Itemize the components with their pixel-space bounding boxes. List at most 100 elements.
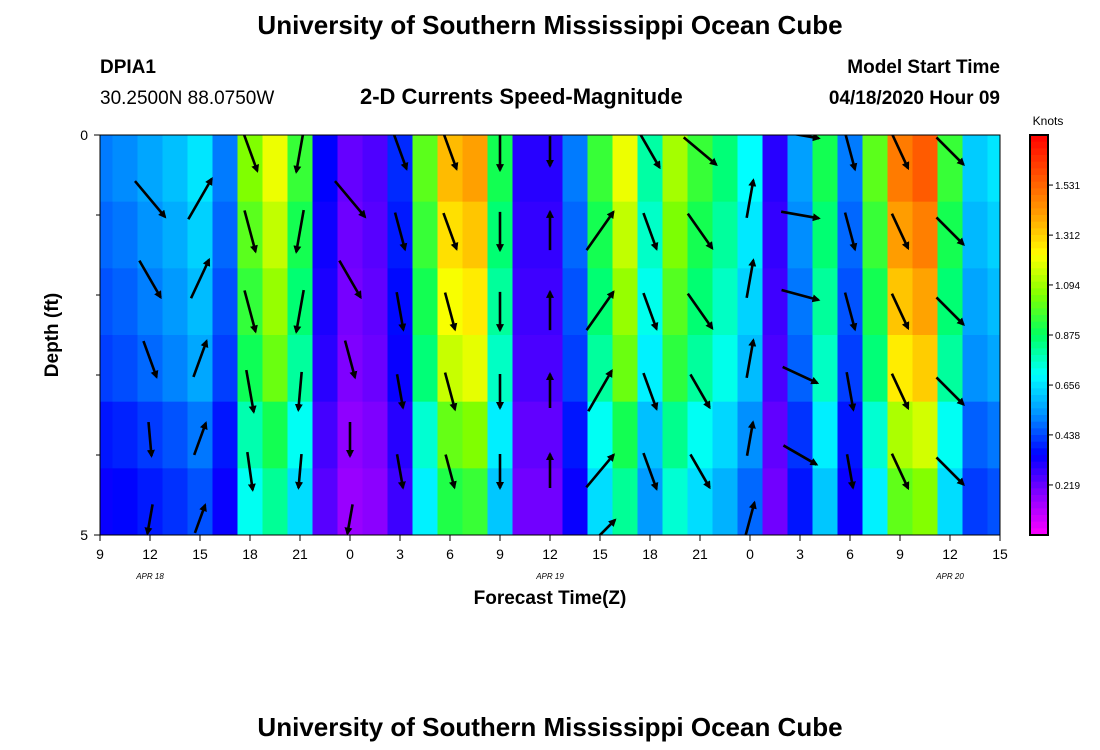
current-vector-arrow xyxy=(443,292,458,332)
current-vector-arrow xyxy=(395,454,406,490)
colorbar-segment xyxy=(1030,495,1048,503)
current-vector-arrow xyxy=(242,135,259,173)
station-id: DPIA1 xyxy=(100,57,156,78)
heatmap-cell xyxy=(112,268,139,336)
current-vector-arrow xyxy=(395,374,406,410)
heatmap-cell xyxy=(100,135,114,203)
y-axis: 05 xyxy=(80,127,100,543)
heatmap-cell xyxy=(862,268,889,336)
heatmap-cell xyxy=(762,401,789,469)
heatmap-cell xyxy=(112,468,139,535)
heatmap-cell xyxy=(637,401,664,469)
current-vector-arrow xyxy=(935,296,965,326)
current-vector-arrow xyxy=(293,289,305,334)
current-vector-arrow xyxy=(845,454,856,490)
current-vector-arrow xyxy=(295,453,304,490)
heatmap-cell xyxy=(312,135,339,203)
x-tick-label: 12 xyxy=(142,546,158,562)
heatmap-cell xyxy=(412,268,439,336)
heatmap-cell xyxy=(100,401,114,469)
current-vector-arrow xyxy=(444,454,457,490)
heatmap-cell xyxy=(162,201,189,269)
heatmap-cell xyxy=(337,135,364,203)
heatmap-cell xyxy=(962,268,989,336)
colorbar-tick-label: 1.312 xyxy=(1055,231,1080,242)
colorbar-segment xyxy=(1030,208,1048,216)
heatmap-cell xyxy=(837,268,864,336)
x-tick-label: 9 xyxy=(896,546,904,562)
colorbar-segment xyxy=(1030,135,1048,143)
heatmap-cell xyxy=(312,268,339,336)
colorbar-segment xyxy=(1030,488,1048,496)
heatmap-cell xyxy=(262,335,289,403)
current-vector-arrow xyxy=(689,453,711,490)
colorbar-tick-label: 0.438 xyxy=(1055,431,1080,442)
heatmap-cell xyxy=(862,335,889,403)
current-vector-arrow xyxy=(333,180,367,219)
heatmap-cell xyxy=(362,135,389,203)
heatmap-cell xyxy=(737,335,764,403)
heatmap-cell xyxy=(462,335,489,403)
x-tick-label: 9 xyxy=(496,546,504,562)
colorbar-segment xyxy=(1030,221,1048,229)
chart-subtitle: 2-D Currents Speed-Magnitude xyxy=(360,84,683,109)
heatmap-cell xyxy=(312,401,339,469)
heatmap-cell xyxy=(962,135,989,203)
current-vector-arrow xyxy=(344,504,354,535)
current-vector-arrow xyxy=(780,210,821,222)
heatmap-cell xyxy=(812,468,839,535)
heatmap-cell xyxy=(512,401,539,469)
heatmap-cell xyxy=(887,468,914,535)
heatmap-cell xyxy=(637,468,664,535)
heatmap-cell xyxy=(237,401,264,469)
heatmap-cell xyxy=(612,468,639,535)
x-tick-label: 3 xyxy=(396,546,404,562)
heatmap-cell xyxy=(562,335,589,403)
colorbar-segment xyxy=(1030,181,1048,189)
current-vector-arrow xyxy=(343,340,358,380)
heatmap-cell xyxy=(687,468,714,535)
colorbar-segment xyxy=(1030,281,1048,289)
heatmap-cell xyxy=(762,468,789,535)
heatmap-cell xyxy=(437,268,464,336)
heatmap-cell xyxy=(337,468,364,535)
colorbar-segment xyxy=(1030,401,1048,409)
colorbar-segment xyxy=(1030,428,1048,436)
current-vector-arrow xyxy=(642,452,659,491)
station-coordinates: 30.2500N 88.0750W xyxy=(100,88,275,109)
current-vector-arrow xyxy=(395,291,407,332)
current-vector-arrow xyxy=(146,421,155,458)
heatmap-cell xyxy=(787,468,814,535)
heatmap-cell xyxy=(587,201,614,269)
heatmap-cell xyxy=(962,468,989,535)
heatmap-cell xyxy=(337,335,364,403)
heatmap-cell xyxy=(362,401,389,469)
colorbar: 0.219 0.438 0.656 0.875 1.094 1.312 1.531 xyxy=(1029,134,1080,536)
colorbar-segment xyxy=(1030,448,1048,456)
colorbar-segment xyxy=(1030,141,1048,149)
current-vector-arrow xyxy=(294,371,303,413)
colorbar-segment xyxy=(1030,481,1048,489)
heatmap-cell xyxy=(512,268,539,336)
heatmap-cell xyxy=(462,468,489,535)
x-tick-label: 18 xyxy=(242,546,258,562)
heatmap-cell xyxy=(637,268,664,336)
current-vector-arrow xyxy=(686,212,714,251)
colorbar-segment xyxy=(1030,161,1048,169)
heatmap-cell xyxy=(712,468,739,535)
current-vector-arrow xyxy=(442,212,459,251)
heatmap-cell xyxy=(837,135,864,203)
current-vector-arrow xyxy=(442,135,459,171)
colorbar-segment xyxy=(1030,155,1048,163)
x-date-label: APR 19 xyxy=(535,572,564,581)
current-vector-arrow xyxy=(639,135,661,170)
current-vector-arrow xyxy=(133,180,167,219)
heatmap-cell xyxy=(662,135,689,203)
x-tick-label: 21 xyxy=(292,546,308,562)
colorbar-segment xyxy=(1030,168,1048,176)
y-axis-label: Depth (ft) xyxy=(42,293,63,377)
current-vector-arrow xyxy=(338,259,362,300)
current-vector-arrow xyxy=(193,503,207,534)
heatmap-cell xyxy=(912,268,939,336)
colorbar-tick-label: 0.219 xyxy=(1055,481,1080,492)
